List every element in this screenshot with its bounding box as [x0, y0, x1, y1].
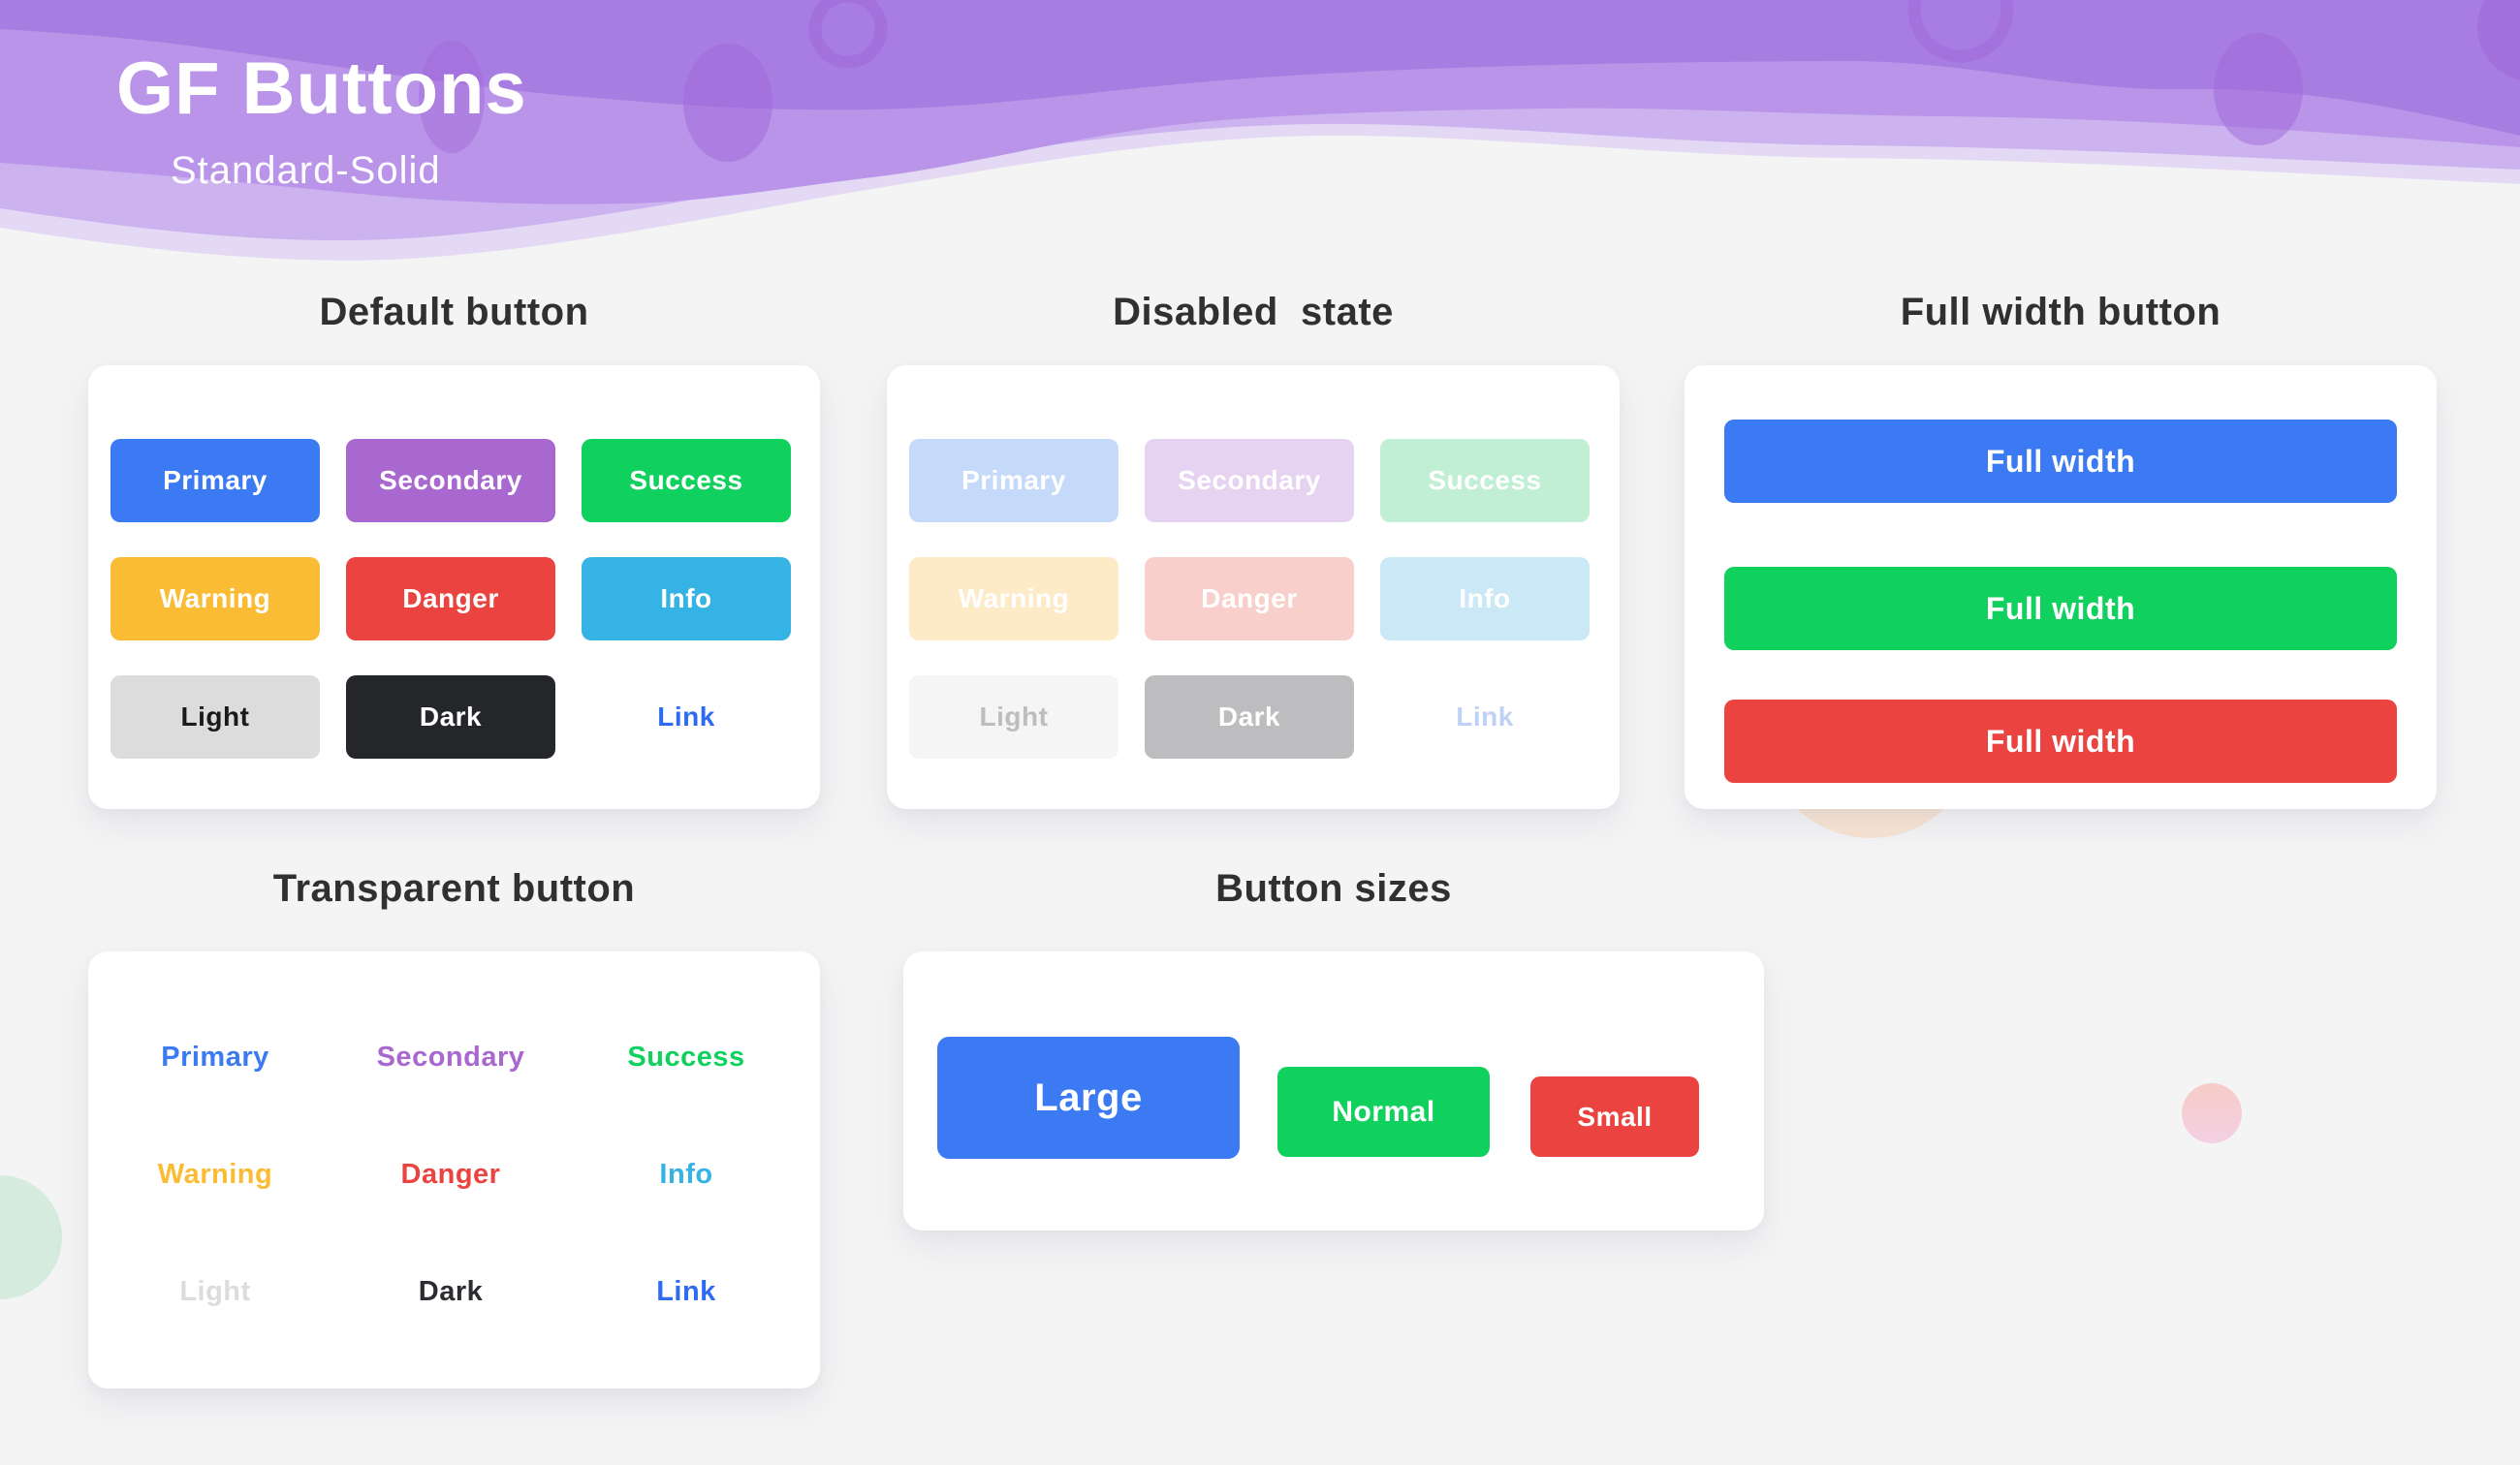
disabled-link-button: Link	[1380, 675, 1590, 759]
default-warning-button[interactable]: Warning	[110, 557, 320, 640]
disabled-info-button: Info	[1380, 557, 1590, 640]
disabled-light-button: Light	[909, 675, 1118, 759]
default-dark-button[interactable]: Dark	[346, 675, 555, 759]
default-primary-button[interactable]: Primary	[110, 439, 320, 522]
section-title-default: Default button	[319, 291, 589, 333]
fullwidth-success-button[interactable]: Full width	[1724, 567, 2397, 650]
section-title-sizes: Button sizes	[1215, 867, 1452, 910]
transparent-link-button[interactable]: Link	[582, 1250, 791, 1333]
header-wave	[0, 0, 2520, 261]
fullwidth-danger-button[interactable]: Full width	[1724, 700, 2397, 783]
transparent-warning-button[interactable]: Warning	[110, 1133, 320, 1216]
disabled-buttons-grid: Primary Secondary Success Warning Danger…	[887, 365, 1620, 759]
default-danger-button[interactable]: Danger	[346, 557, 555, 640]
size-large-button[interactable]: Large	[937, 1037, 1240, 1159]
transparent-primary-button[interactable]: Primary	[110, 1015, 320, 1099]
section-title-disabled: Disabled state	[1113, 291, 1394, 333]
transparent-buttons-grid: Primary Secondary Success Warning Danger…	[88, 951, 820, 1333]
app-subtitle: Standard-Solid	[171, 149, 441, 192]
size-small-button[interactable]: Small	[1530, 1076, 1699, 1157]
default-buttons-card: Primary Secondary Success Warning Danger…	[88, 365, 820, 809]
fullwidth-primary-button[interactable]: Full width	[1724, 420, 2397, 503]
disabled-dark-button: Dark	[1145, 675, 1354, 759]
transparent-success-button[interactable]: Success	[582, 1015, 791, 1099]
disabled-danger-button: Danger	[1145, 557, 1354, 640]
default-secondary-button[interactable]: Secondary	[346, 439, 555, 522]
transparent-buttons-card: Primary Secondary Success Warning Danger…	[88, 951, 820, 1388]
header-bubbles	[419, 0, 2520, 162]
transparent-info-button[interactable]: Info	[582, 1133, 791, 1216]
disabled-success-button: Success	[1380, 439, 1590, 522]
transparent-secondary-button[interactable]: Secondary	[346, 1015, 555, 1099]
disabled-primary-button: Primary	[909, 439, 1118, 522]
disabled-warning-button: Warning	[909, 557, 1118, 640]
default-success-button[interactable]: Success	[582, 439, 791, 522]
disabled-buttons-card: Primary Secondary Success Warning Danger…	[887, 365, 1620, 809]
app-title: GF Buttons	[116, 47, 527, 130]
full-width-card: Full width Full width Full width	[1685, 365, 2437, 809]
default-link-button[interactable]: Link	[582, 675, 791, 759]
decor-circle-pink	[2182, 1083, 2242, 1143]
disabled-secondary-button: Secondary	[1145, 439, 1354, 522]
section-title-transparent: Transparent button	[272, 867, 636, 910]
default-info-button[interactable]: Info	[582, 557, 791, 640]
transparent-danger-button[interactable]: Danger	[346, 1133, 555, 1216]
section-title-full-width: Full width button	[1900, 291, 2221, 333]
size-normal-button[interactable]: Normal	[1277, 1067, 1490, 1157]
transparent-light-button[interactable]: Light	[110, 1250, 320, 1333]
decor-circle-mint	[0, 1175, 62, 1299]
default-light-button[interactable]: Light	[110, 675, 320, 759]
button-sizes-card: Large Normal Small	[903, 951, 1764, 1231]
transparent-dark-button[interactable]: Dark	[346, 1250, 555, 1333]
default-buttons-grid: Primary Secondary Success Warning Danger…	[88, 365, 820, 759]
